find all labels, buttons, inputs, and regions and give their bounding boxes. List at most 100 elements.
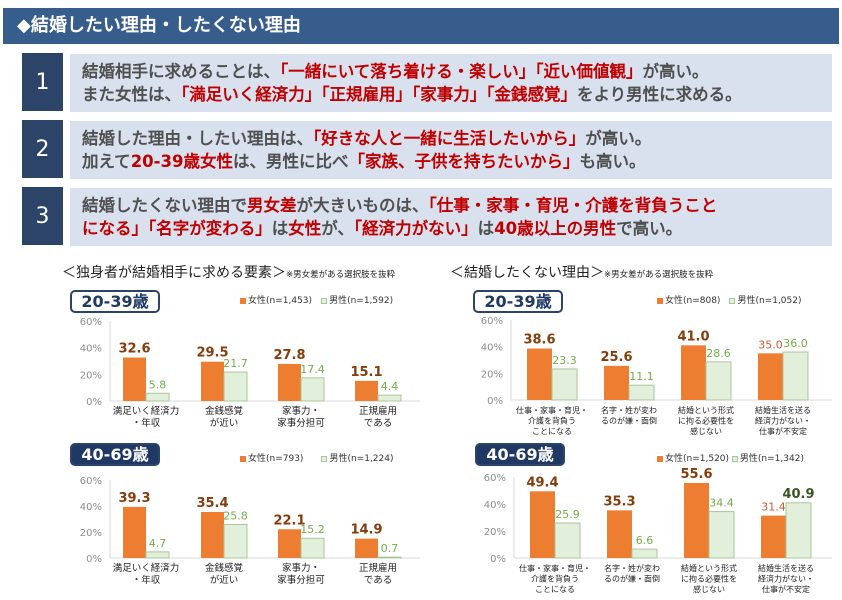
finding-number: 2 bbox=[22, 120, 63, 178]
y-tick-label: 20% bbox=[80, 528, 102, 539]
category-label: 結婚という形式 bbox=[681, 563, 737, 573]
category-label: 家事力・ bbox=[282, 562, 320, 574]
highlight-text: 「経済力がない」 bbox=[353, 219, 478, 238]
bar-female bbox=[684, 482, 709, 558]
body-text: は bbox=[271, 219, 289, 238]
data-label-male: 5.8 bbox=[149, 378, 167, 391]
category-label: るのが嫌・面倒 bbox=[604, 574, 660, 584]
legend: 女性(n=1,520) 男性(n=1,342) bbox=[657, 451, 804, 464]
category-label: 感じない bbox=[693, 584, 725, 594]
bar-female bbox=[681, 345, 706, 400]
finding-text: 結婚したくない理由で男女差が大きいものは、「仕事・家事・育児・介護を背負うことに… bbox=[70, 188, 832, 246]
body-text: が高い。 bbox=[585, 129, 652, 148]
body-text: は bbox=[477, 219, 495, 238]
finding-line: また女性は、「満足いく経済力」「正規雇用」「家事力」「金銭感覚」をより男性に求め… bbox=[82, 83, 832, 106]
body-text: で高い。 bbox=[616, 219, 683, 238]
data-label-female: 38.6 bbox=[523, 333, 555, 348]
y-tick-label: 60% bbox=[80, 476, 102, 487]
legend-swatch-female bbox=[657, 455, 663, 462]
data-label-male: 21.7 bbox=[223, 357, 248, 370]
y-tick-label: 40% bbox=[80, 344, 102, 355]
age-badge-40-69: 40-69歳 bbox=[475, 443, 565, 466]
data-label-female: 25.6 bbox=[600, 350, 632, 365]
data-label-male: 28.6 bbox=[706, 347, 731, 360]
highlight-text: 「好きな人と一緒に生活したいから」 bbox=[313, 129, 586, 148]
data-label-female: 35.0 bbox=[758, 338, 783, 351]
data-label-female: 14.9 bbox=[350, 523, 382, 538]
legend-swatch-female bbox=[240, 297, 246, 304]
legend: 女性(n=793) 男性(n=1,224) bbox=[240, 451, 394, 464]
finding-line: 結婚したくない理由で男女差が大きいものは、「仕事・家事・育児・介護を背負うこと bbox=[82, 194, 832, 217]
category-label: ・年収 bbox=[132, 574, 161, 586]
data-label-male: 36.0 bbox=[783, 337, 808, 350]
legend-female: 女性(n=1,453) bbox=[248, 296, 313, 306]
data-label-female: 35.3 bbox=[603, 494, 635, 509]
y-tick-label: 20% bbox=[484, 527, 506, 538]
category-label: に拘る必要性を bbox=[678, 416, 734, 426]
category-label: に拘る必要性を bbox=[681, 574, 737, 584]
body-text: が高い。 bbox=[642, 62, 709, 81]
legend-male: 男性(n=1,052) bbox=[737, 296, 802, 306]
bar-male bbox=[551, 368, 578, 401]
bar-male bbox=[377, 556, 402, 559]
finding-line: 加えて20-39歳女性は、男性に比べ「家族、子供を持ちたいから」も高い。 bbox=[82, 150, 832, 173]
y-tick-label: 40% bbox=[481, 343, 503, 354]
highlight-text: 「仕事・家事・育児・介護を背負うこと bbox=[428, 196, 718, 215]
legend-female: 女性(n=1,520) bbox=[665, 454, 730, 464]
data-label-male: 23.3 bbox=[552, 354, 577, 367]
finding-number: 3 bbox=[22, 187, 63, 245]
bar-female bbox=[761, 515, 786, 558]
legend-swatch-female bbox=[240, 455, 246, 462]
data-label-female: 35.4 bbox=[196, 496, 228, 511]
page-header: ◆結婚したい理由・したくない理由 bbox=[3, 8, 839, 44]
legend-female: 女性(n=793) bbox=[248, 454, 304, 464]
finding-number: 1 bbox=[22, 53, 63, 111]
bar-male bbox=[631, 548, 658, 559]
bar-male bbox=[223, 371, 248, 402]
y-tick-label: 20% bbox=[481, 369, 503, 380]
bar-female bbox=[530, 491, 555, 558]
data-label-female: 55.6 bbox=[680, 467, 712, 482]
bar-male bbox=[782, 351, 809, 401]
y-tick-label: 0% bbox=[490, 554, 506, 565]
legend-male: 男性(n=1,592) bbox=[329, 296, 394, 306]
body-text: また女性は、 bbox=[82, 85, 181, 104]
highlight-text: 「満足いく経済力」「正規雇用」「家事力」「金銭感覚」 bbox=[181, 85, 577, 104]
y-tick-label: 0% bbox=[86, 397, 102, 408]
category-label: るのが嫌・面倒 bbox=[601, 416, 657, 426]
section-note: ※男女差がある選択肢を抜粋 bbox=[604, 270, 714, 280]
category-label: が近い bbox=[210, 417, 239, 429]
category-label: 金銭感覚 bbox=[205, 405, 244, 417]
y-tick-label: 60% bbox=[481, 316, 503, 327]
highlight-text: 40歳以上の男性 bbox=[494, 219, 617, 238]
data-label-female: 31.4 bbox=[761, 501, 786, 514]
category-label: 正規雇用 bbox=[359, 405, 397, 417]
category-label: 満足いく経済力 bbox=[113, 562, 180, 574]
finding-2: 2 結婚した理由・したい理由は、「好きな人と一緒に生活したいから」が高い。 加えて… bbox=[22, 120, 832, 179]
data-label-female: 41.0 bbox=[677, 329, 709, 344]
y-tick-label: 60% bbox=[80, 317, 102, 328]
bar-male bbox=[377, 394, 402, 402]
bar-male bbox=[145, 392, 170, 402]
bar-female bbox=[123, 357, 146, 401]
highlight-text: 「家族、子供を持ちたいから」 bbox=[348, 152, 580, 171]
legend-swatch-female bbox=[657, 297, 663, 304]
left-section-title: ＜独身者が結婚相手に求める要素＞※男女差がある選択肢を抜粋 bbox=[62, 262, 395, 282]
bar-male bbox=[785, 502, 812, 559]
body-text: 加えて bbox=[82, 152, 131, 171]
body-text: が、 bbox=[321, 219, 354, 238]
body-text: が大きいものは、 bbox=[296, 196, 429, 215]
y-tick-label: 0% bbox=[487, 396, 503, 407]
highlight-text: になる」「名字が変わる」 bbox=[82, 219, 272, 238]
finding-line: 結婚した理由・したい理由は、「好きな人と一緒に生活したいから」が高い。 bbox=[82, 127, 832, 150]
legend-swatch-male bbox=[321, 297, 328, 304]
category-label: 家事分担可 bbox=[277, 417, 325, 429]
body-text: 結婚したくない理由で bbox=[82, 196, 247, 215]
data-label-female: 32.6 bbox=[118, 342, 150, 357]
category-label: 仕事が不安定 bbox=[759, 426, 807, 436]
highlight-text: 「一緒にいて落ち着ける・楽しい」「近い価値観」 bbox=[280, 62, 643, 81]
category-label: 結婚生活を送る bbox=[755, 405, 811, 415]
finding-text: 結婚した理由・したい理由は、「好きな人と一緒に生活したいから」が高い。 加えて20… bbox=[70, 121, 832, 179]
body-text: 結婚相手に求めることは、 bbox=[82, 62, 280, 81]
body-text: も高い。 bbox=[579, 152, 646, 171]
